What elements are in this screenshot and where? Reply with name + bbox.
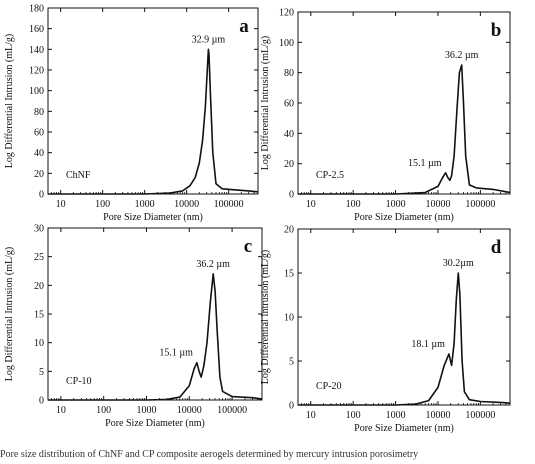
series-line (48, 273, 263, 401)
y-tick-label: 120 (29, 66, 44, 77)
panel-letter: c (244, 236, 252, 257)
y-tick-label: 10 (284, 313, 294, 324)
x-tick-label: 10 (56, 199, 66, 210)
x-tick-label: 100 (346, 410, 361, 421)
y-tick-label: 20 (34, 169, 44, 180)
x-axis-title: Pore Size Diameter (nm) (105, 418, 205, 429)
y-tick-label: 80 (34, 107, 44, 118)
y-tick-label: 100 (29, 86, 44, 97)
x-tick-label: 100000 (465, 410, 495, 421)
panel-d: 10 100 1000 10000 100000 0 5 10 15 20 Pore Size Di… (260, 225, 511, 434)
y-axis-title: Log Differential Intrusion (mL/g) (260, 250, 271, 385)
peak-label: 15.1 µm (408, 158, 442, 169)
plot-frame (47, 7, 259, 195)
x-tick-label: 100 (96, 405, 111, 416)
plot-frame (297, 11, 511, 195)
x-tick-label: 100000 (217, 405, 247, 416)
panel-letter: a (239, 16, 249, 37)
y-tick-label: 120 (279, 8, 294, 19)
y-tick-label: 20 (284, 159, 294, 170)
y-tick-label: 0 (39, 396, 44, 407)
sample-label: CP-2.5 (316, 170, 344, 181)
peak-label: 30.2µm (443, 258, 474, 269)
y-tick-label: 40 (34, 148, 44, 159)
series-line (298, 64, 511, 195)
x-axis-title: Pore Size Diameter (nm) (354, 423, 454, 434)
x-axis-title: Pore Size Diameter (nm) (103, 212, 203, 223)
sample-label: CP-20 (316, 381, 342, 392)
y-tick-label: 80 (284, 68, 294, 79)
y-tick-label: 140 (29, 45, 44, 56)
y-tick-label: 60 (284, 99, 294, 110)
x-tick-label: 100 (95, 199, 110, 210)
plot-frame (297, 228, 511, 406)
y-axis-title: Log Differential Intrusion (mL/g) (4, 34, 15, 169)
series-line (298, 272, 511, 406)
figure-caption: Pore size distribution of ChNF and CP co… (0, 449, 419, 460)
panel-b: 10 100 1000 10000 100000 0 20 40 60 80 100 120 Pore … (260, 8, 511, 223)
peak-label: 15.1 µm (159, 348, 193, 359)
y-tick-label: 30 (34, 224, 44, 235)
y-axis-title: Log Differential Intrusion (mL/g) (260, 36, 271, 171)
x-tick-label: 100 (346, 199, 361, 210)
sample-label: CP-10 (66, 376, 92, 387)
series-line (48, 48, 259, 195)
plot-frame (47, 227, 263, 401)
x-tick-label: 10 (56, 405, 66, 416)
x-tick-label: 1000 (386, 199, 406, 210)
peak-label: 18.1 µm (411, 339, 445, 350)
x-tick-label: 100000 (214, 199, 244, 210)
peak-label: 36.2 µm (196, 259, 230, 270)
x-tick-label: 10 (306, 199, 316, 210)
peak-label: 32.9 µm (192, 34, 226, 45)
y-tick-label: 100 (279, 38, 294, 49)
y-tick-label: 15 (34, 310, 44, 321)
y-tick-label: 5 (39, 367, 44, 378)
y-tick-label: 60 (34, 128, 44, 139)
y-tick-label: 0 (289, 190, 294, 201)
y-tick-label: 25 (34, 252, 44, 263)
x-tick-label: 1000 (135, 199, 155, 210)
panel-a: 10 100 1000 10000 100000 0 20 40 60 80 100 120 140 16… (4, 4, 259, 223)
sample-label: ChNF (66, 170, 91, 181)
x-tick-label: 10000 (174, 199, 199, 210)
y-tick-label: 40 (284, 129, 294, 140)
x-tick-label: 10000 (425, 199, 450, 210)
x-tick-label: 100000 (465, 199, 495, 210)
panel-letter: d (491, 237, 502, 258)
y-axis-title: Log Differential Intrusion (mL/g) (4, 247, 15, 382)
y-tick-label: 180 (29, 4, 44, 15)
x-tick-label: 10000 (425, 410, 450, 421)
y-tick-label: 5 (289, 357, 294, 368)
y-tick-label: 0 (289, 401, 294, 412)
x-tick-label: 10000 (177, 405, 202, 416)
y-tick-label: 20 (34, 281, 44, 292)
x-tick-label: 10 (306, 410, 316, 421)
y-tick-label: 10 (34, 338, 44, 349)
panel-letter: b (491, 20, 502, 41)
peak-label: 36.2 µm (445, 50, 479, 61)
y-tick-label: 15 (284, 269, 294, 280)
y-tick-label: 0 (39, 190, 44, 201)
y-tick-label: 160 (29, 24, 44, 35)
y-tick-label: 20 (284, 225, 294, 236)
x-tick-label: 1000 (386, 410, 406, 421)
x-tick-label: 1000 (136, 405, 156, 416)
x-axis-title: Pore Size Diameter (nm) (354, 212, 454, 223)
panel-c: 10 100 1000 10000 100000 0 5 10 15 20 25 30 Pore Siz… (4, 224, 263, 429)
